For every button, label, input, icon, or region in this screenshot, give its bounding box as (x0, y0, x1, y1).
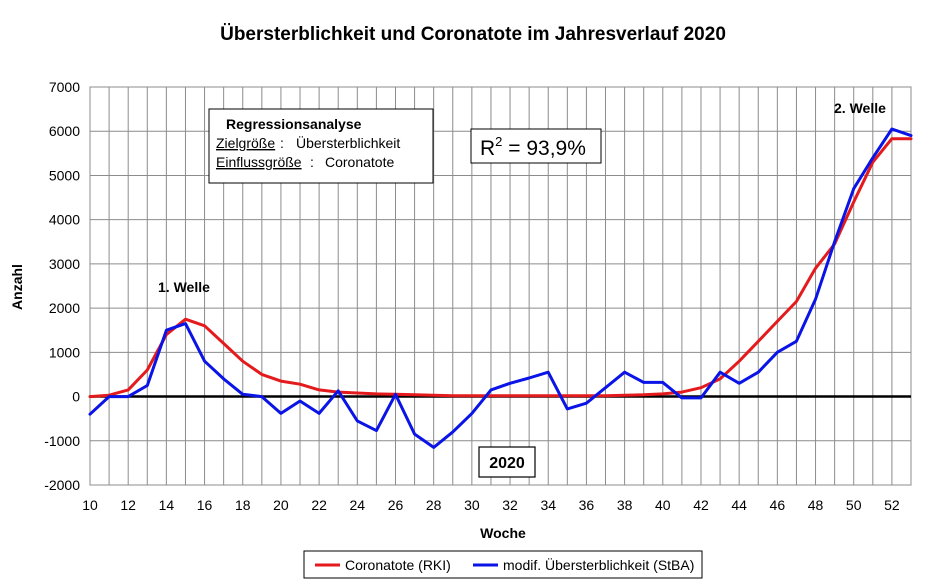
x-tick-label: 22 (311, 497, 327, 513)
x-tick-label: 26 (388, 497, 404, 513)
y-tick-labels: 7000 6000 5000 4000 3000 2000 1000 0 -1000 -2000 (44, 79, 80, 493)
influence-value: Coronatote (325, 154, 394, 170)
r-squared-box: R2 = 93,9% (470, 128, 602, 164)
r2-sup: 2 (495, 134, 502, 149)
year-box: 2020 (478, 446, 536, 478)
r2-value: = 93,9% (502, 137, 585, 160)
regression-box: Regressionsanalyse Zielgröße : Übersterb… (208, 108, 434, 184)
svg-text::: : (280, 135, 284, 151)
x-tick-label: 44 (731, 497, 747, 513)
target-value: Übersterblichkeit (296, 134, 400, 151)
x-tick-label: 16 (197, 497, 213, 513)
y-tick-label: 5000 (49, 167, 80, 183)
r2-prefix: R (480, 137, 495, 160)
chart-title: Übersterblichkeit und Coronatote im Jahr… (220, 24, 726, 45)
grid (89, 86, 912, 486)
influence-label: Einflussgröße (216, 154, 302, 170)
legend: Coronatote (RKI) modif. Übersterblichkei… (303, 550, 703, 579)
x-tick-label: 46 (770, 497, 786, 513)
year-label: 2020 (489, 455, 525, 472)
x-tick-label: 52 (884, 497, 900, 513)
x-tick-label: 40 (655, 497, 671, 513)
x-tick-label: 48 (808, 497, 824, 513)
legend-label-uebersterblichkeit: modif. Übersterblichkeit (StBA) (503, 556, 694, 573)
wave2-label: 2. Welle (834, 100, 886, 116)
series-line-coronatote (88, 137, 913, 399)
y-tick-label: 6000 (49, 123, 80, 139)
regression-title: Regressionsanalyse (226, 116, 362, 132)
y-tick-label: 4000 (49, 212, 80, 228)
y-tick-label: -1000 (44, 433, 80, 449)
target-label: Zielgröße (216, 135, 275, 151)
legend-label-coronatote: Coronatote (RKI) (345, 557, 451, 573)
x-tick-label: 30 (464, 497, 480, 513)
x-tick-label: 28 (426, 497, 442, 513)
x-tick-label: 10 (82, 497, 98, 513)
x-tick-label: 14 (159, 497, 175, 513)
series-line-uebersterblichkeit (88, 127, 913, 449)
x-tick-label: 12 (120, 497, 136, 513)
svg-text:R2 = 93,9%: R2 = 93,9% (480, 134, 586, 160)
y-axis-label: Anzahl (9, 264, 25, 310)
x-tick-label: 20 (273, 497, 289, 513)
x-tick-label: 34 (540, 497, 556, 513)
y-tick-label: 7000 (49, 79, 80, 95)
x-tick-label: 32 (502, 497, 518, 513)
x-tick-labels: 10 12 14 16 18 20 22 24 26 28 30 32 34 36 38 40 42 44 46 48… (82, 497, 900, 513)
x-tick-label: 50 (846, 497, 862, 513)
x-tick-label: 18 (235, 497, 251, 513)
x-tick-label: 24 (350, 497, 366, 513)
x-tick-label: 36 (579, 497, 595, 513)
y-tick-label: 1000 (49, 344, 80, 360)
x-tick-label: 42 (693, 497, 709, 513)
x-axis-label: Woche (480, 525, 526, 541)
y-tick-label: -2000 (44, 477, 80, 493)
wave1-label: 1. Welle (158, 279, 210, 295)
series-lines (88, 127, 913, 449)
svg-text::: : (310, 154, 314, 170)
y-tick-label: 3000 (49, 256, 80, 272)
y-tick-label: 2000 (49, 300, 80, 316)
x-tick-label: 38 (617, 497, 633, 513)
y-tick-label: 0 (72, 389, 80, 405)
